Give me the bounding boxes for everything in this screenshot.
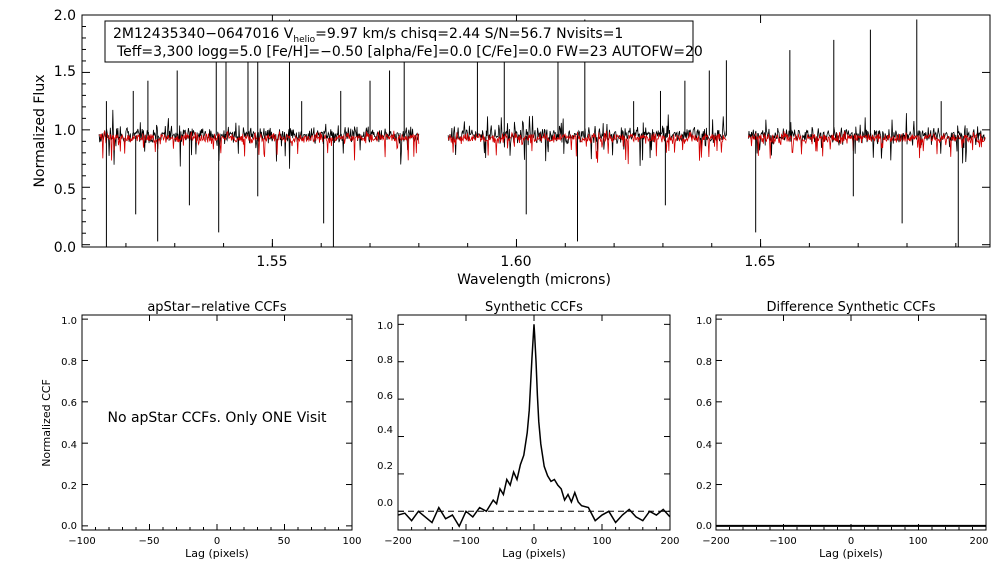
synthetic-ccf-line: [397, 324, 671, 528]
synthetic-ccf-plot-area: [397, 324, 671, 528]
difference-ccf-title: Difference Synthetic CCFs: [766, 300, 935, 315]
synthetic-xlabel: Lag (pixels): [502, 547, 566, 560]
synthetic-ytick-label: 0.2: [377, 461, 393, 472]
apstar-ytick-label: 0.2: [61, 481, 77, 492]
synthetic-xtick-label: 0: [531, 536, 537, 547]
annotation-helio-subscript: helio: [293, 35, 315, 45]
apstar-ytick-label: 0.6: [61, 398, 77, 409]
synthetic-xtick-label: −100: [452, 536, 479, 547]
apstar-ytick-label: 0.8: [61, 357, 77, 368]
difference-ytick-label: 0.2: [696, 481, 712, 492]
difference-xlabel: Lag (pixels): [819, 547, 883, 560]
spectrum-xtick-label: 1.55: [256, 254, 287, 270]
apstar-xtick-label: 50: [278, 536, 291, 547]
synthetic-ccf-axes-frame: [397, 314, 671, 531]
synthetic-ytick-label: 0.8: [377, 355, 393, 366]
spectrum-ytick-label: 0.0: [54, 240, 76, 256]
difference-xtick-label: 100: [908, 536, 927, 547]
synthetic-ccf-title: Synthetic CCFs: [485, 300, 583, 315]
synthetic-ccf-panel: Synthetic CCFs 0.0 0.2 0.4 0.6 0.8 1.0 −…: [377, 300, 679, 560]
apstar-ylabel: Normalized CCF: [40, 379, 53, 467]
synthetic-xtick-label: −200: [384, 536, 411, 547]
spectrum-ytick-label: 1.0: [54, 123, 76, 139]
apstar-xtick-label: −100: [68, 536, 95, 547]
spectrum-xtick-label: 1.60: [500, 254, 531, 270]
difference-ytick-label: 1.0: [696, 316, 712, 327]
synthetic-ytick-label: 0.4: [377, 425, 393, 436]
annotation-line-1: 2M12435340−0647016 Vhelio=9.97 km/s chis…: [113, 26, 623, 45]
model-spectrum-line: [98, 129, 420, 161]
difference-ccf-axis-ticks: [715, 315, 987, 530]
apstar-xtick-label: 100: [342, 536, 361, 547]
difference-xtick-label: 200: [969, 536, 988, 547]
spectrum-xlabel: Wavelength (microns): [457, 272, 611, 288]
apstar-xtick-label: −50: [138, 536, 159, 547]
synthetic-xtick-label: 100: [592, 536, 611, 547]
model-spectrum-line: [447, 130, 727, 165]
difference-ytick-label: 0.6: [696, 398, 712, 409]
spectrum-xtick-label: 1.65: [744, 254, 775, 270]
difference-xtick-label: 0: [848, 536, 854, 547]
difference-xtick-label: −100: [769, 536, 796, 547]
apstar-ytick-label: 0.0: [61, 521, 77, 532]
apstar-xtick-label: 0: [214, 536, 220, 547]
apstar-ytick-label: 1.0: [61, 316, 77, 327]
difference-ytick-label: 0.8: [696, 357, 712, 368]
annotation-star-and-v: 2M12435340−0647016 V: [113, 26, 294, 42]
difference-ccf-panel: Difference Synthetic CCFs 0.0 0.2 0.4 0.…: [696, 300, 988, 560]
difference-ytick-label: 0.4: [696, 440, 712, 451]
spectrum-ytick-label: 2.0: [54, 8, 76, 24]
spectrum-axes-frame: [81, 14, 991, 248]
synthetic-ytick-label: 0.6: [377, 391, 393, 402]
annotation-line-2: Teff=3,300 logg=5.0 [Fe/H]=−0.50 [alpha/…: [116, 44, 703, 60]
apstar-ccf-panel: apStar−relative CCFs No apStar CCFs. Onl…: [40, 300, 362, 560]
spectrum-annotation-box: [104, 20, 694, 63]
spectrum-ytick-label: 1.5: [54, 64, 76, 80]
apstar-xlabel: Lag (pixels): [185, 547, 249, 560]
difference-ccf-axes-frame: [715, 314, 987, 531]
synthetic-xtick-label: 200: [660, 536, 679, 547]
model-spectrum-line: [747, 131, 986, 159]
spectrum-ytick-label: 0.5: [54, 182, 76, 198]
synthetic-ccf-axis-ticks: [397, 315, 671, 530]
spectrum-ylabel: Normalized Flux: [32, 75, 48, 188]
difference-ytick-label: 0.0: [696, 521, 712, 532]
spectrum-axis-ticks: [82, 14, 990, 247]
synthetic-ytick-label: 1.0: [377, 321, 393, 332]
apstar-ccf-axis-ticks: [81, 315, 353, 530]
spectrum-panel: 2M12435340−0647016 Vhelio=9.97 km/s chis…: [32, 8, 991, 288]
apstar-ccf-message: No apStar CCFs. Only ONE Visit: [107, 410, 327, 426]
apstar-ccf-title: apStar−relative CCFs: [147, 300, 287, 315]
apstar-ytick-label: 0.4: [61, 440, 77, 451]
annotation-stats: =9.97 km/s chisq=2.44 S/N=56.7 Nvisits=1: [315, 26, 623, 42]
observed-spectrum-line: [98, 109, 420, 169]
synthetic-ytick-label: 0.0: [377, 498, 393, 509]
difference-xtick-label: −200: [702, 536, 729, 547]
